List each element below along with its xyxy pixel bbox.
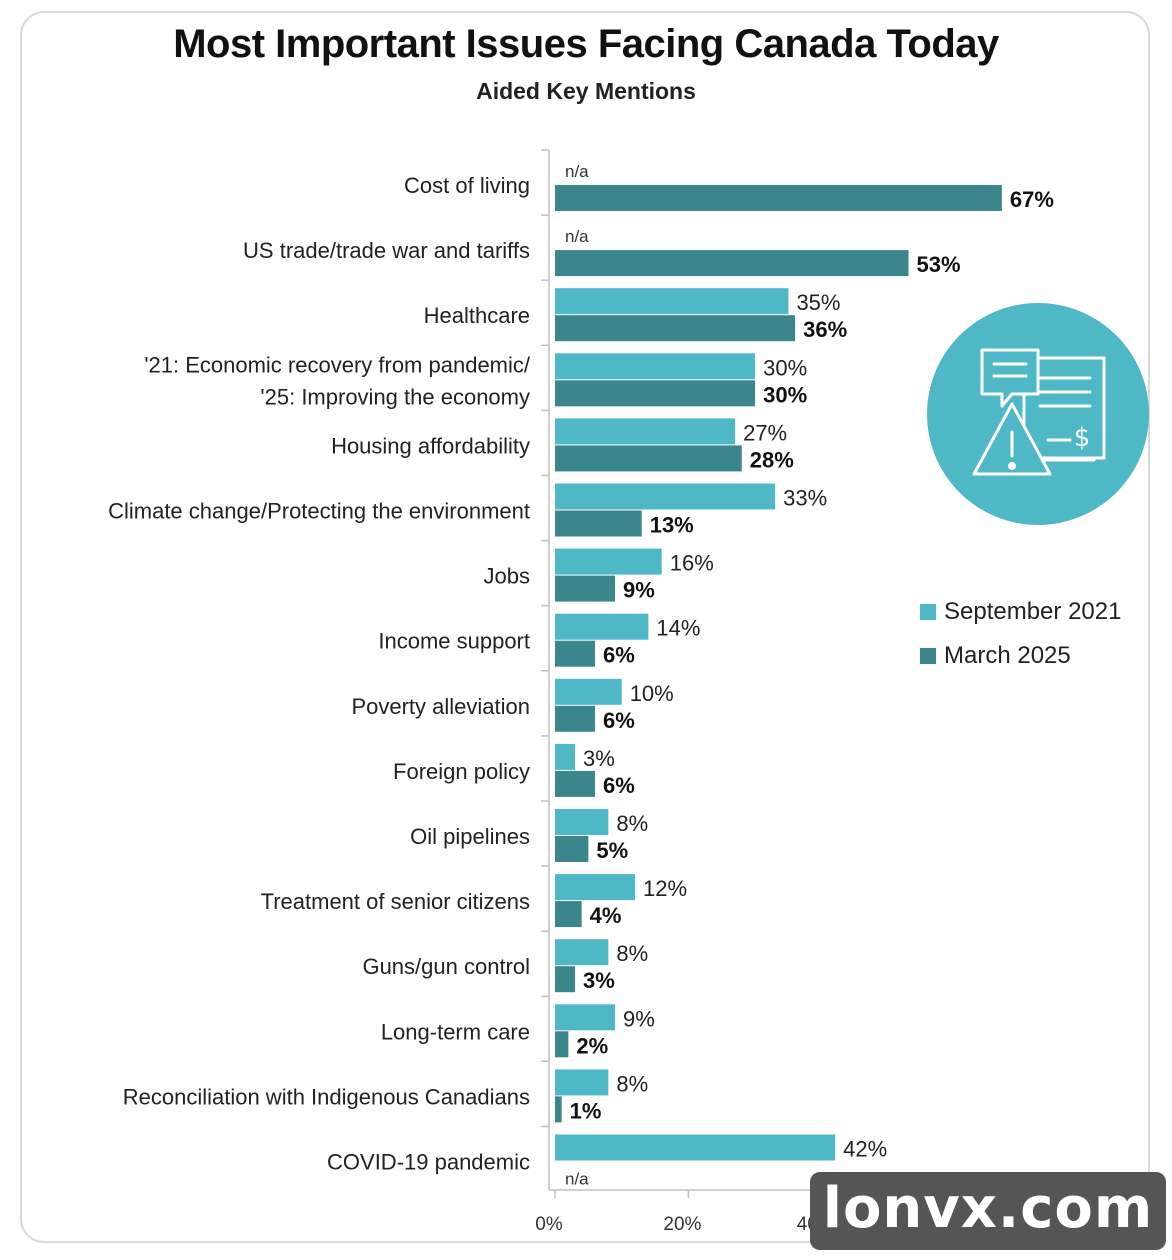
bar-march-2025 — [555, 185, 1002, 211]
bar-september-2021 — [555, 939, 609, 966]
category-label: Foreign policy — [393, 759, 530, 784]
bar-september-2021 — [555, 809, 609, 835]
category-label: '25: Improving the economy — [260, 384, 530, 409]
legend-item-september-2021: September 2021 — [920, 590, 1121, 634]
data-label-2025: 3% — [583, 968, 615, 993]
bar-march-2025 — [555, 836, 589, 862]
legend-label-2025: March 2025 — [944, 642, 1071, 669]
chart-legend: September 2021 March 2025 — [920, 590, 1121, 678]
data-label-2021: 8% — [616, 1071, 648, 1096]
x-tick-label: 20% — [663, 1214, 701, 1235]
data-label-2025: 36% — [803, 317, 847, 342]
category-label: '21: Economic recovery from pandemic/ — [144, 352, 531, 377]
data-label-2025: 30% — [763, 382, 807, 407]
bar-september-2021 — [555, 288, 789, 315]
na-label: n/a — [565, 1170, 589, 1189]
bar-september-2021 — [555, 548, 662, 575]
data-label-2025: 1% — [570, 1098, 602, 1123]
category-label: Jobs — [484, 564, 530, 589]
document-chat-warning-dollar-icon: $ — [927, 303, 1149, 525]
legend-item-march-2025: March 2025 — [920, 634, 1121, 678]
chart-title: Most Important Issues Facing Canada Toda… — [173, 22, 999, 66]
data-label-2025: 9% — [623, 578, 655, 603]
bar-march-2025 — [555, 640, 596, 667]
bar-september-2021 — [555, 1069, 609, 1096]
category-label: Climate change/Protecting the environmen… — [108, 499, 530, 524]
bar-september-2021 — [555, 678, 622, 705]
bar-september-2021 — [555, 613, 649, 640]
data-label-2021: 27% — [743, 420, 787, 445]
data-label-2021: 9% — [623, 1006, 655, 1031]
na-label: n/a — [565, 227, 589, 246]
na-label: n/a — [565, 162, 589, 181]
bar-march-2025 — [555, 510, 642, 537]
bar-march-2025 — [555, 380, 756, 407]
data-label-2025: 6% — [603, 773, 635, 798]
bar-march-2025 — [555, 315, 796, 342]
data-label-2025: 28% — [750, 447, 794, 472]
data-label-2025: 67% — [1010, 187, 1054, 212]
bar-september-2021 — [555, 743, 576, 770]
bar-march-2025 — [555, 250, 909, 277]
data-label-2025: 53% — [917, 252, 961, 277]
bar-march-2025 — [555, 575, 616, 602]
data-label-2025: 2% — [576, 1033, 608, 1058]
bar-september-2021 — [555, 418, 736, 445]
category-label: Cost of living — [404, 173, 530, 198]
chart-subtitle: Aided Key Mentions — [476, 78, 696, 104]
bar-september-2021 — [555, 1004, 616, 1031]
category-label: US trade/trade war and tariffs — [243, 238, 530, 263]
watermark: lonvx.com — [810, 1172, 1166, 1250]
category-label: COVID-19 pandemic — [327, 1150, 530, 1175]
data-label-2025: 13% — [650, 513, 694, 538]
bar-march-2025 — [555, 445, 742, 472]
bar-september-2021 — [555, 1134, 836, 1161]
data-label-2021: 30% — [763, 355, 807, 380]
bar-march-2025 — [555, 770, 596, 797]
category-label: Treatment of senior citizens — [261, 889, 530, 914]
data-label-2021: 8% — [616, 811, 648, 836]
data-label-2021: 3% — [583, 746, 615, 771]
data-label-2021: 33% — [783, 486, 827, 511]
category-label: Reconciliation with Indigenous Canadians — [123, 1084, 530, 1109]
legend-swatch-2021 — [920, 604, 936, 620]
legend-label-2021: September 2021 — [944, 598, 1122, 625]
data-label-2021: 16% — [670, 551, 714, 576]
data-label-2021: 14% — [656, 616, 700, 641]
category-label: Oil pipelines — [410, 824, 530, 849]
legend-swatch-2025 — [920, 648, 936, 664]
data-label-2021: 12% — [643, 876, 687, 901]
bar-march-2025 — [555, 1031, 569, 1058]
data-label-2025: 6% — [603, 643, 635, 668]
bar-march-2025 — [555, 705, 596, 732]
data-label-2021: 10% — [630, 681, 674, 706]
category-label: Housing affordability — [331, 433, 530, 458]
data-label-2021: 35% — [796, 290, 840, 315]
data-label-2025: 6% — [603, 708, 635, 733]
data-label-2021: 42% — [843, 1137, 887, 1162]
category-label: Income support — [378, 629, 530, 654]
bar-september-2021 — [555, 483, 776, 510]
data-label-2025: 5% — [596, 838, 628, 863]
category-label: Poverty alleviation — [351, 694, 530, 719]
bar-march-2025 — [555, 966, 576, 993]
svg-text:$: $ — [1074, 423, 1091, 453]
data-label-2021: 8% — [616, 941, 648, 966]
bar-september-2021 — [555, 874, 636, 901]
bar-september-2021 — [555, 353, 756, 380]
category-label: Guns/gun control — [362, 954, 530, 979]
category-label: Long-term care — [381, 1019, 530, 1044]
x-tick-label: 0% — [535, 1214, 563, 1235]
watermark-text: lonvx.com — [822, 1176, 1154, 1241]
bar-march-2025 — [555, 901, 582, 928]
data-label-2025: 4% — [590, 903, 622, 928]
bar-march-2025 — [555, 1096, 562, 1123]
category-label: Healthcare — [424, 303, 530, 328]
